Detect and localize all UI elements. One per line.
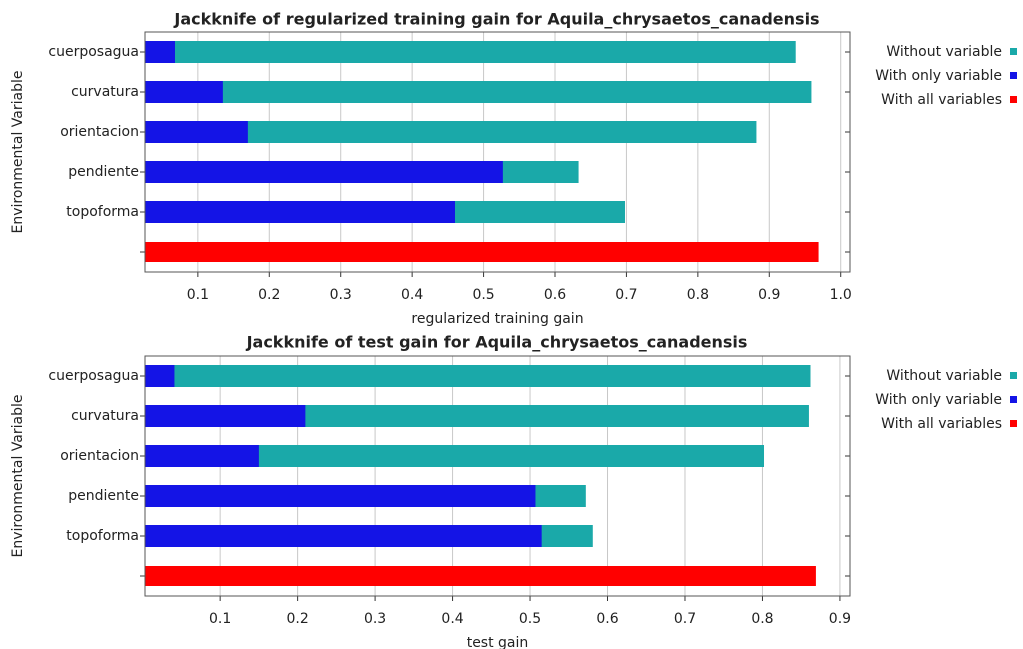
y-tick-label: curvatura xyxy=(71,84,139,100)
legend-label: With only variable xyxy=(875,68,1002,84)
x-tick-label: 0.2 xyxy=(258,287,280,303)
y-tick-label: pendiente xyxy=(68,488,139,504)
x-tick-label: 0.1 xyxy=(209,611,231,627)
bar xyxy=(145,81,223,103)
y-axis-label: Environmental Variable xyxy=(10,395,26,558)
bar xyxy=(145,405,306,427)
y-tick-label: orientacion xyxy=(60,448,139,464)
bar xyxy=(145,161,503,183)
bar xyxy=(145,445,259,467)
y-tick-label: cuerposagua xyxy=(48,368,139,384)
x-tick-label: 0.7 xyxy=(674,611,696,627)
bar xyxy=(145,405,809,427)
plot-frame xyxy=(144,31,851,273)
bar xyxy=(145,365,811,387)
y-axis-label: Environmental Variable xyxy=(10,71,26,234)
x-tick-label: 0.6 xyxy=(596,611,618,627)
legend-label: Without variable xyxy=(886,368,1002,384)
plot-frame xyxy=(144,355,851,597)
x-tick-label: 0.7 xyxy=(615,287,637,303)
x-tick-label: 0.2 xyxy=(286,611,308,627)
bar xyxy=(145,121,248,143)
x-tick-label: 0.3 xyxy=(364,611,386,627)
x-axis-label: test gain xyxy=(467,635,529,649)
bar xyxy=(145,485,536,507)
x-tick-label: 0.1 xyxy=(187,287,209,303)
bar xyxy=(145,242,819,262)
legend-swatch xyxy=(1010,48,1017,55)
chart-title: Jackknife of test gain for Aquila_chrysa… xyxy=(246,333,748,352)
x-tick-label: 0.5 xyxy=(472,287,494,303)
x-tick-label: 0.9 xyxy=(829,611,851,627)
legend-swatch xyxy=(1010,372,1017,379)
x-axis-label: regularized training gain xyxy=(411,311,583,327)
y-tick-label: topoforma xyxy=(66,528,139,544)
legend-swatch xyxy=(1010,72,1017,79)
chart-title: Jackknife of regularized training gain f… xyxy=(173,10,819,29)
x-tick-label: 0.3 xyxy=(330,287,352,303)
y-tick-label: cuerposagua xyxy=(48,44,139,60)
x-tick-label: 0.4 xyxy=(401,287,423,303)
bar xyxy=(145,525,542,547)
bar xyxy=(145,121,757,143)
legend-swatch xyxy=(1010,420,1017,427)
x-tick-label: 0.9 xyxy=(758,287,780,303)
legend-label: With all variables xyxy=(881,416,1002,432)
bar xyxy=(145,81,812,103)
y-tick-label: curvatura xyxy=(71,408,139,424)
plot-area xyxy=(145,32,850,272)
bar xyxy=(145,41,175,63)
bar xyxy=(145,41,796,63)
x-tick-label: 0.8 xyxy=(687,287,709,303)
y-tick-label: topoforma xyxy=(66,204,139,220)
legend-swatch xyxy=(1010,396,1017,403)
legend-swatch xyxy=(1010,96,1017,103)
bar xyxy=(145,365,175,387)
x-tick-label: 0.5 xyxy=(519,611,541,627)
legend-label: With only variable xyxy=(875,392,1002,408)
legend-label: With all variables xyxy=(881,92,1002,108)
legend-label: Without variable xyxy=(886,44,1002,60)
bar xyxy=(145,445,765,467)
y-tick-label: orientacion xyxy=(60,124,139,140)
y-tick-label: pendiente xyxy=(68,164,139,180)
plot-area xyxy=(145,356,850,596)
bar xyxy=(145,201,455,223)
x-tick-label: 0.8 xyxy=(751,611,773,627)
bar xyxy=(145,566,816,586)
x-tick-label: 1.0 xyxy=(830,287,852,303)
x-tick-label: 0.4 xyxy=(441,611,463,627)
x-tick-label: 0.6 xyxy=(544,287,566,303)
